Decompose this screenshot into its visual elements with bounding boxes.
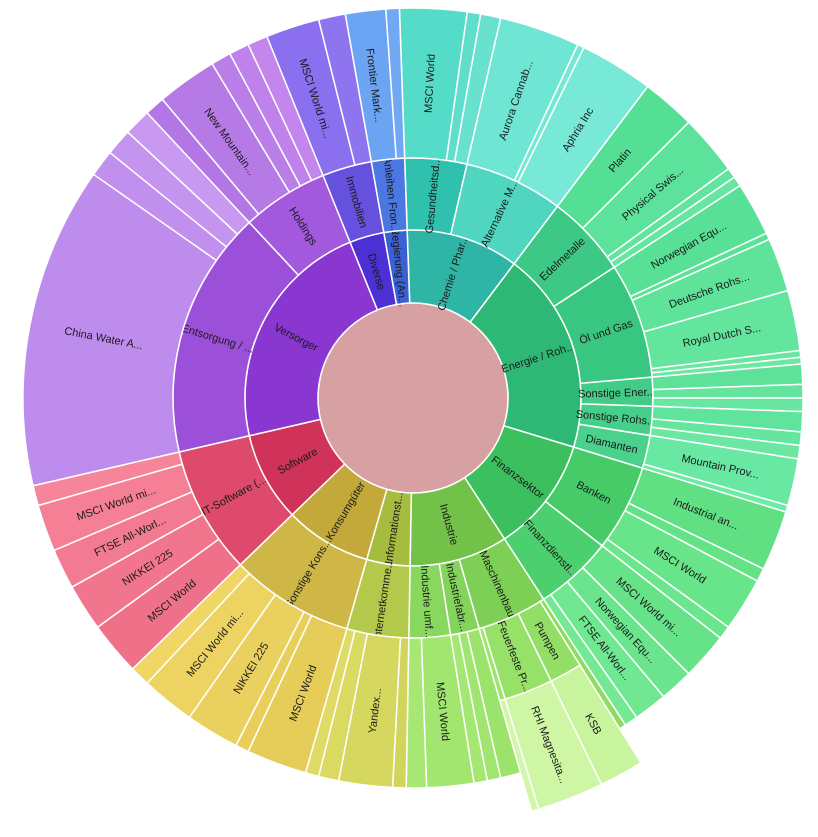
sunburst-segment[interactable] [385, 7, 406, 160]
sunburst-center[interactable] [317, 302, 509, 494]
